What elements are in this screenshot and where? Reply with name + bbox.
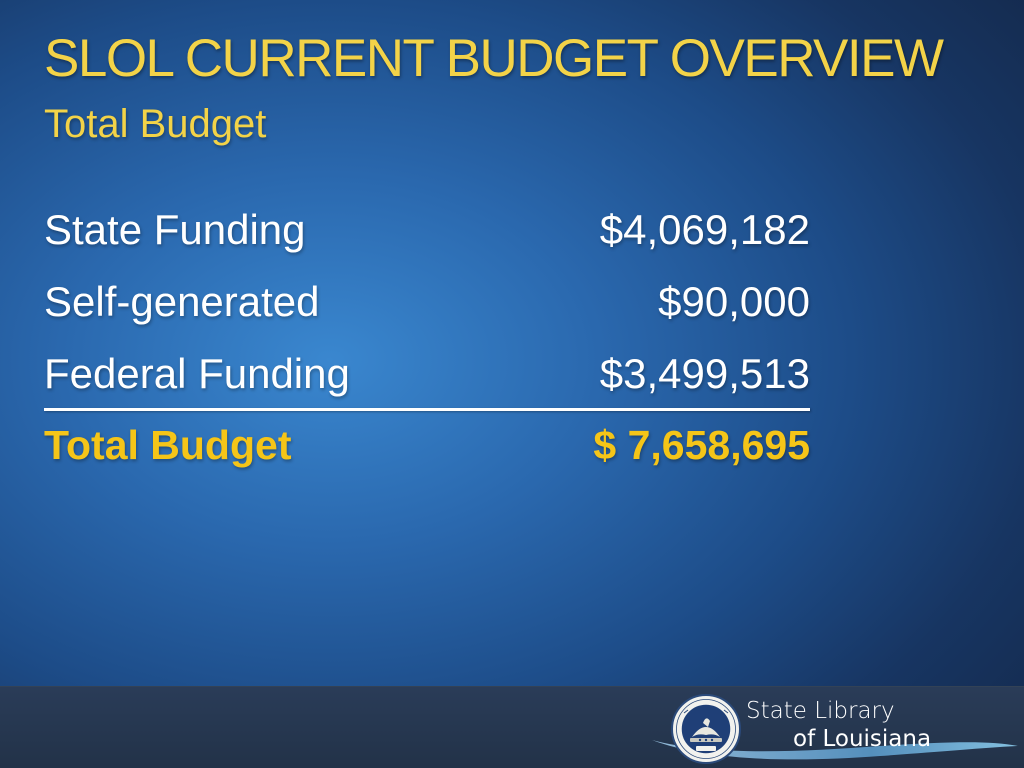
budget-row-label: State Funding bbox=[44, 206, 306, 253]
budget-row-label: Federal Funding bbox=[44, 350, 350, 397]
logo-text-state-library: State Library bbox=[746, 698, 895, 724]
total-budget-amount: $ 7,658,695 bbox=[593, 422, 810, 468]
budget-row-federal-funding: Federal Funding $3,499,513 bbox=[44, 344, 810, 416]
budget-row-amount: $3,499,513 bbox=[599, 350, 810, 397]
budget-row-amount: $4,069,182 bbox=[599, 206, 810, 253]
budget-row-total: Total Budget $ 7,658,695 bbox=[44, 416, 810, 488]
budget-row-state-funding: State Funding $4,069,182 bbox=[44, 200, 810, 272]
budget-row-amount: $90,000 bbox=[658, 278, 810, 325]
logo-text-of-louisiana: of Louisiana bbox=[793, 726, 932, 752]
logo-swoosh-graphic bbox=[652, 740, 1018, 760]
slide-subtitle: Total Budget bbox=[44, 102, 267, 146]
budget-row-label: Self-generated bbox=[44, 278, 320, 325]
budget-row-self-generated: Self-generated $90,000 bbox=[44, 272, 810, 344]
total-budget-label: Total Budget bbox=[44, 422, 292, 468]
footer-band bbox=[0, 686, 1024, 768]
louisiana-state-seal-icon bbox=[671, 694, 741, 764]
sum-divider-line bbox=[44, 408, 810, 411]
slide-title: SLOL CURRENT BUDGET OVERVIEW bbox=[44, 29, 944, 88]
budget-table: State Funding $4,069,182 Self-generated … bbox=[44, 200, 810, 488]
